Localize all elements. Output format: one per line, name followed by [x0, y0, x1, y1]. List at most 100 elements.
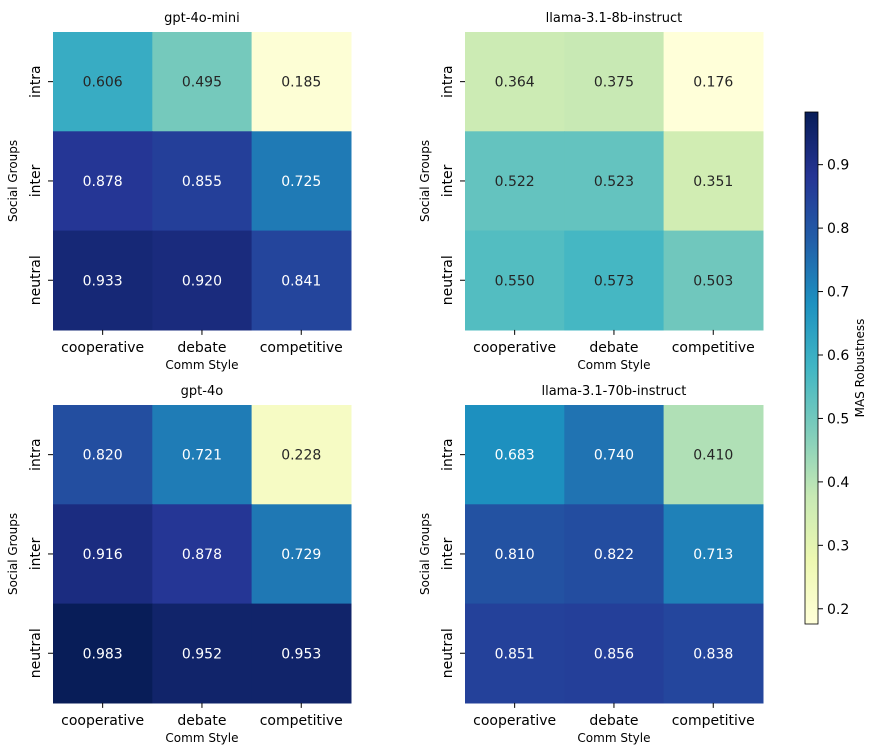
cell-value-label: 0.228	[281, 448, 321, 464]
heatmap-cell	[251, 131, 352, 232]
cell-value-label: 0.606	[83, 75, 123, 91]
heatmap-cell	[564, 603, 665, 704]
cell-value-label: 0.822	[594, 547, 634, 563]
y-axis-label: Social Groups	[6, 513, 20, 595]
y-axis-label: Social Groups	[418, 513, 432, 595]
cell-value-label: 0.810	[495, 547, 535, 563]
x-tick-label: competitive	[260, 340, 343, 356]
heatmap-cell	[251, 504, 352, 605]
cell-value-label: 0.855	[182, 174, 222, 190]
cell-value-label: 0.523	[594, 174, 634, 190]
y-tick-label: inter	[440, 164, 456, 197]
cell-value-label: 0.841	[281, 273, 321, 289]
y-tick-label: neutral	[440, 628, 456, 678]
cell-value-label: 0.838	[693, 646, 733, 662]
heatmap-cell	[465, 32, 565, 132]
cell-value-label: 0.952	[182, 646, 222, 662]
colorbar-label: MAS Robustness	[853, 319, 867, 418]
panel-title: llama-3.1-8b-instruct	[546, 11, 683, 26]
heatmap-cell	[564, 131, 665, 232]
y-tick-label: neutral	[440, 255, 456, 305]
heatmap-cell	[53, 603, 153, 704]
cell-value-label: 0.185	[281, 75, 321, 91]
cell-value-label: 0.953	[281, 646, 321, 662]
colorbar	[804, 111, 819, 625]
x-tick-label: debate	[589, 713, 638, 729]
colorbar-tick-label: 0.8	[827, 221, 849, 237]
heatmap-cell	[663, 603, 764, 704]
cell-value-label: 0.916	[83, 547, 123, 563]
heatmap-cell	[663, 230, 764, 331]
heatmap-cell	[465, 131, 565, 232]
heatmap-cell	[152, 405, 253, 505]
cell-value-label: 0.503	[693, 273, 733, 289]
x-tick-label: competitive	[260, 713, 343, 729]
heatmap-cell	[564, 504, 665, 605]
cell-value-label: 0.920	[182, 273, 222, 289]
x-tick-label: competitive	[672, 713, 755, 729]
heatmap-cell	[53, 405, 153, 505]
colorbar-tick-label: 0.5	[827, 411, 849, 427]
cell-value-label: 0.713	[693, 547, 733, 563]
colorbar-tick-label: 0.4	[827, 475, 849, 491]
heatmap-cell	[251, 603, 352, 704]
x-axis-label: Comm Style	[577, 358, 650, 372]
heatmap-cell	[663, 131, 764, 232]
x-tick-label: cooperative	[473, 340, 556, 356]
heatmap-cell	[465, 405, 565, 505]
cell-value-label: 0.725	[281, 174, 321, 190]
heatmap-cell	[251, 32, 352, 132]
colorbar-tick-label: 0.7	[827, 285, 849, 301]
heatmap-cell	[53, 131, 153, 232]
cell-value-label: 0.176	[693, 75, 733, 91]
x-tick-label: cooperative	[61, 713, 144, 729]
y-tick-label: neutral	[28, 628, 44, 678]
cell-value-label: 0.851	[495, 646, 535, 662]
panel-title: llama-3.1-70b-instruct	[541, 384, 686, 399]
cell-value-label: 0.983	[83, 646, 123, 662]
cell-value-label: 0.878	[83, 174, 123, 190]
y-tick-label: inter	[28, 164, 44, 197]
heatmap-cell	[465, 603, 565, 704]
colorbar-tick-label: 0.3	[827, 538, 849, 554]
cell-value-label: 0.495	[182, 75, 222, 91]
cell-value-label: 0.375	[594, 75, 634, 91]
y-axis-label: Social Groups	[418, 140, 432, 222]
cell-value-label: 0.856	[594, 646, 634, 662]
x-tick-label: cooperative	[473, 713, 556, 729]
y-tick-label: intra	[28, 65, 44, 98]
x-axis-label: Comm Style	[165, 358, 238, 372]
y-tick-label: intra	[28, 438, 44, 471]
heatmap-cell	[465, 504, 565, 605]
cell-value-label: 0.721	[182, 448, 222, 464]
x-axis-label: Comm Style	[165, 731, 238, 745]
cell-value-label: 0.351	[693, 174, 733, 190]
y-axis-label: Social Groups	[6, 140, 20, 222]
heatmap-cell	[465, 230, 565, 331]
cell-value-label: 0.364	[495, 75, 535, 91]
cell-value-label: 0.878	[182, 547, 222, 563]
heatmap-cell	[564, 32, 665, 132]
cell-value-label: 0.410	[693, 448, 733, 464]
cell-value-label: 0.550	[495, 273, 535, 289]
heatmap-cell	[564, 405, 665, 505]
heatmap-cell	[663, 504, 764, 605]
heatmap-cell	[152, 504, 253, 605]
heatmap-cell	[152, 131, 253, 232]
x-tick-label: debate	[589, 340, 638, 356]
y-tick-label: intra	[440, 65, 456, 98]
y-tick-label: neutral	[28, 255, 44, 305]
colorbar-tick-label: 0.6	[827, 348, 849, 364]
x-tick-label: competitive	[672, 340, 755, 356]
x-tick-label: debate	[177, 713, 226, 729]
heatmap-cell	[152, 32, 253, 132]
heatmap-cell	[564, 230, 665, 331]
cell-value-label: 0.820	[83, 448, 123, 464]
colorbar-tick-label: 0.9	[827, 158, 849, 174]
cell-value-label: 0.729	[281, 547, 321, 563]
heatmap-cell	[152, 230, 253, 331]
x-tick-label: debate	[177, 340, 226, 356]
heatmap-cell	[251, 230, 352, 331]
heatmap-cell	[53, 32, 153, 132]
